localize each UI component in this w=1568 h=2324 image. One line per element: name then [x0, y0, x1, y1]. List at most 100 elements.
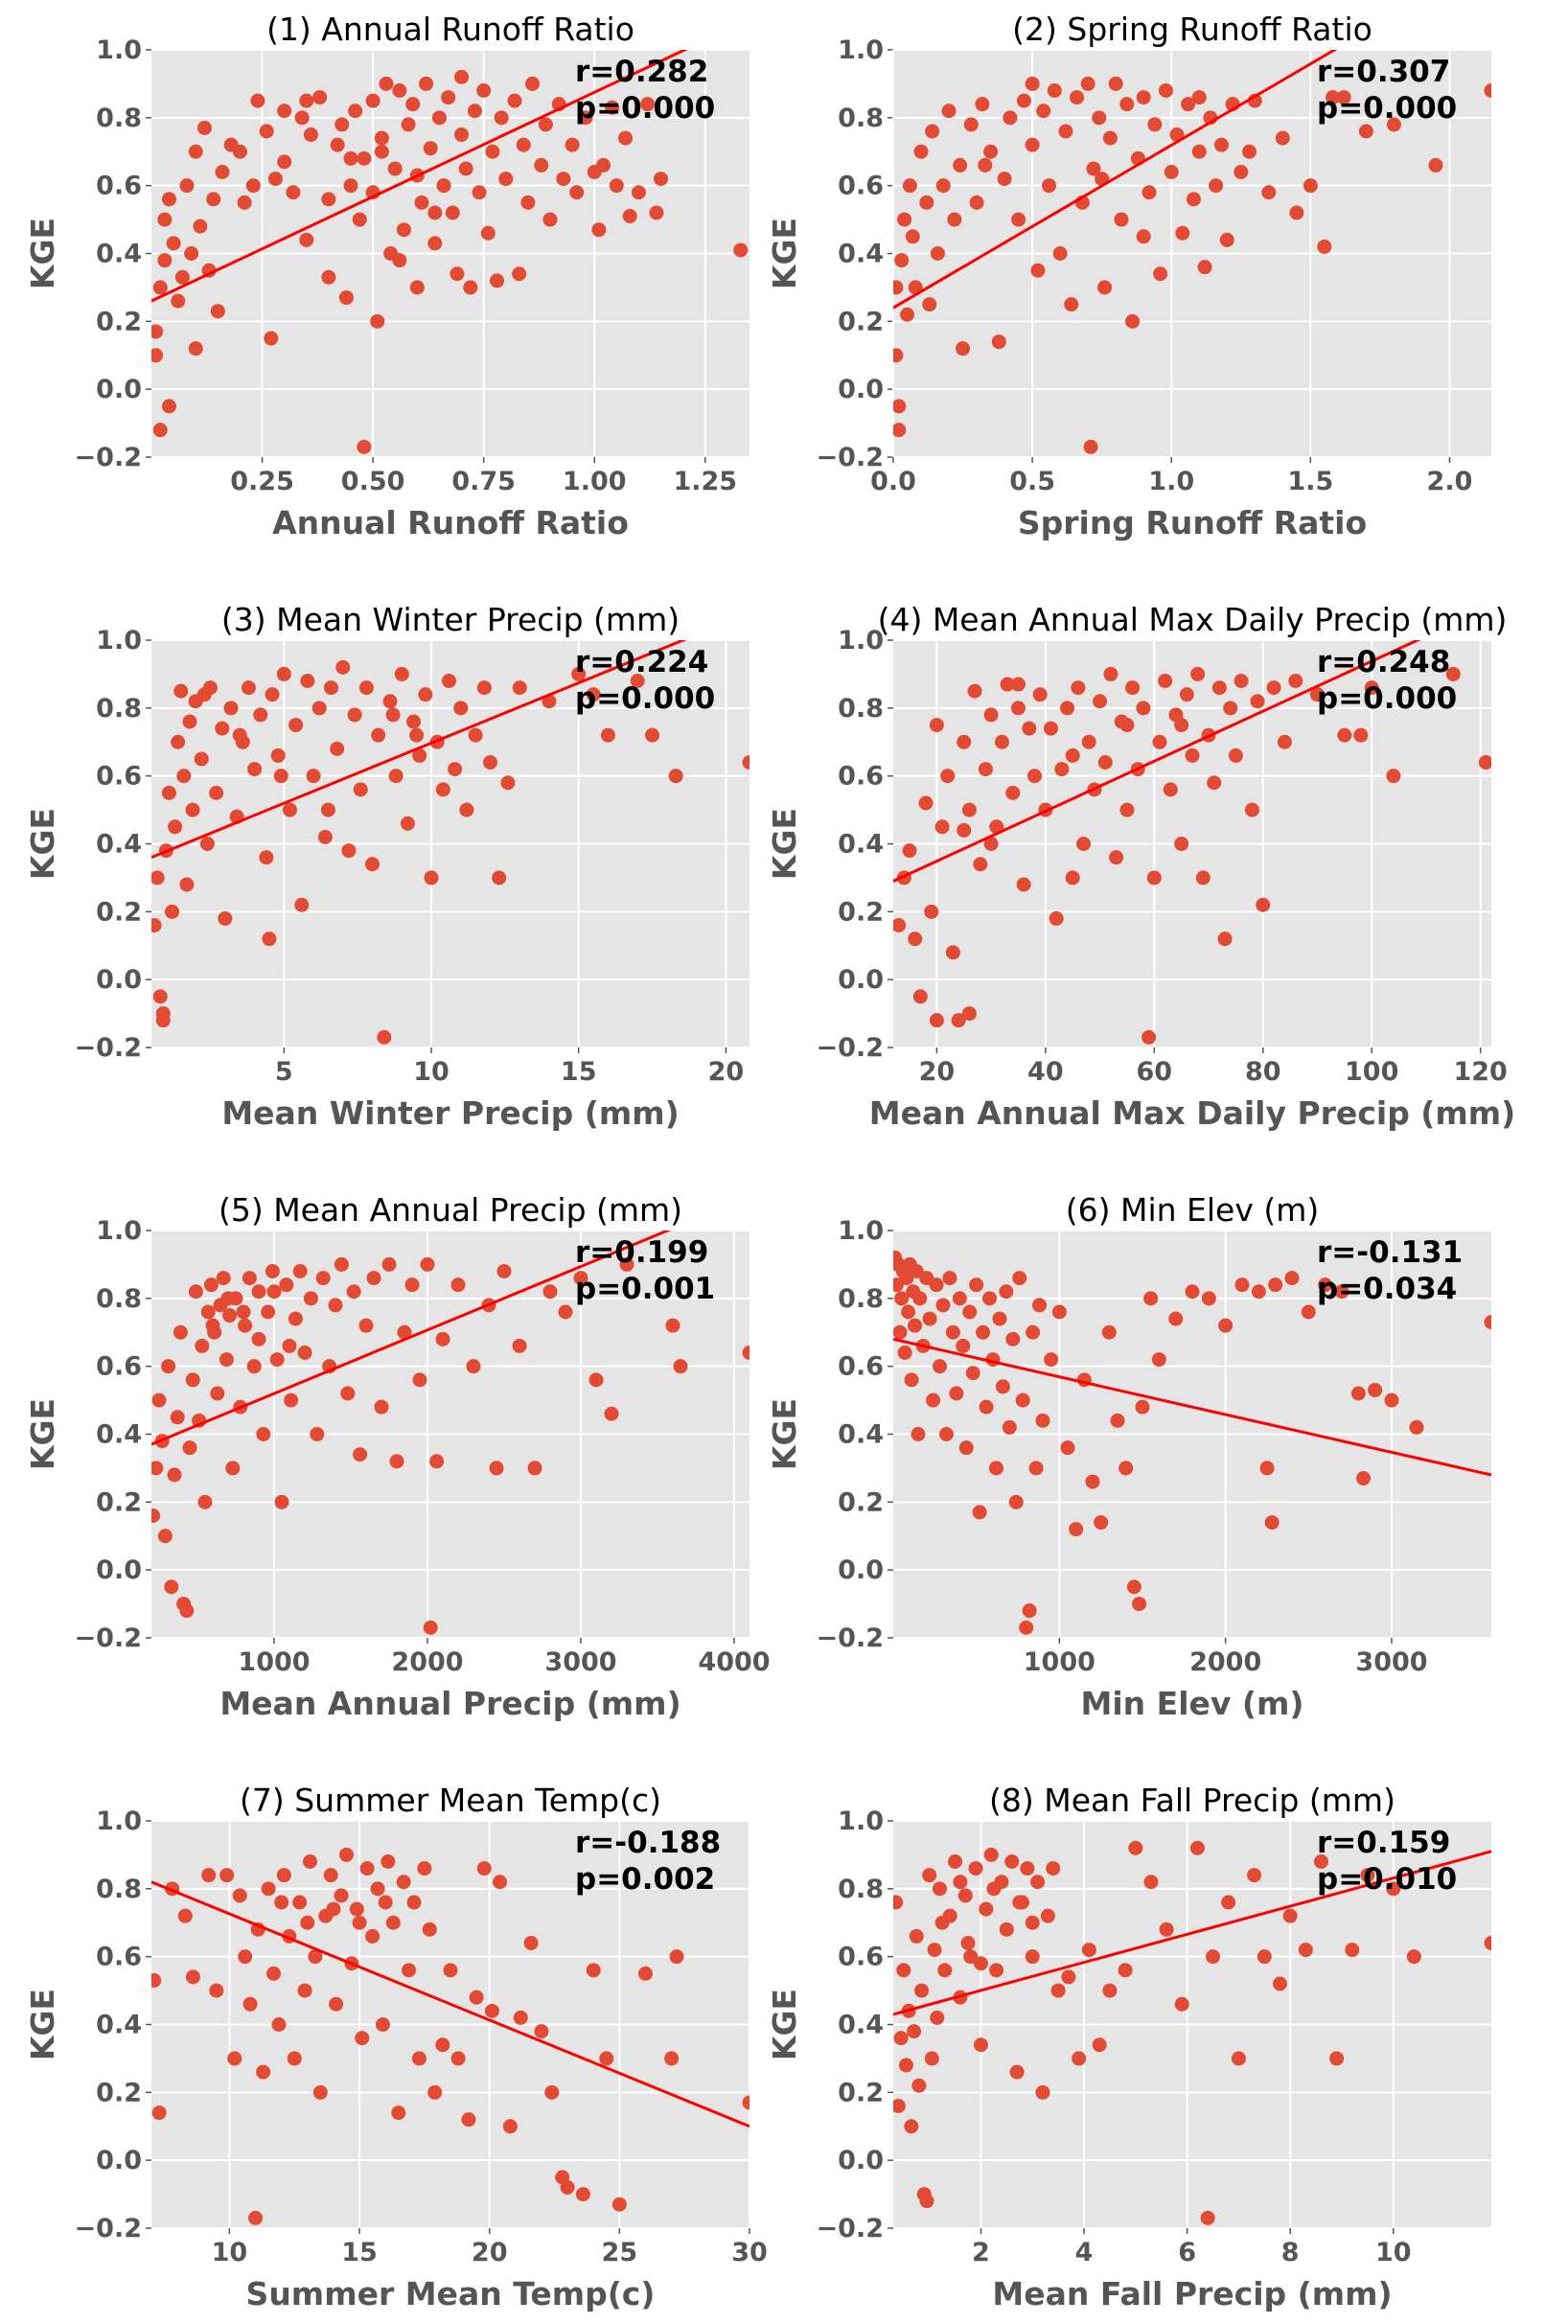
x-tick-label: 6	[1178, 2238, 1196, 2267]
subplot-2: −0.20.00.20.40.60.81.00.0 0.5 1.0 1.5 2.0r=0…	[766, 11, 1491, 541]
scatter-point	[1200, 2210, 1215, 2225]
scatter-point	[941, 104, 957, 119]
y-tick-label: 0.4	[838, 2011, 884, 2040]
scatter-point	[238, 1949, 253, 1965]
scatter-point	[1065, 870, 1080, 886]
scatter-point	[343, 178, 358, 194]
y-tick-label: −0.2	[75, 1623, 142, 1653]
scatter-point	[960, 1936, 976, 1950]
stat-r-label: r=0.224	[575, 645, 708, 679]
scatter-point	[1108, 76, 1123, 91]
scatter-point	[418, 687, 433, 702]
fit-line-group	[893, 50, 1338, 310]
fit-line-group	[151, 1880, 749, 2128]
scatter-point	[423, 141, 438, 156]
scatter-point	[913, 144, 929, 159]
scatter-point	[1050, 1983, 1066, 1998]
y-tick-label: 0.2	[96, 1487, 142, 1517]
x-tick-label: 8	[1281, 2238, 1300, 2267]
scatter-point	[573, 1271, 588, 1286]
scatter-point	[1128, 1840, 1143, 1855]
scatter-point	[961, 1006, 977, 1022]
y-tick-label: 1.0	[838, 626, 884, 656]
scatter-point	[179, 178, 195, 194]
scatter-point	[534, 157, 549, 173]
y-tick-label: −0.2	[817, 1033, 884, 1063]
x-tick-label: 2000	[1189, 1647, 1261, 1677]
x-tick-label: 2000	[391, 1647, 463, 1677]
x-axis-label: Mean Annual Precip (mm)	[219, 1685, 680, 1722]
scatter-point	[157, 253, 173, 268]
stat-p-label: p=0.002	[575, 1862, 715, 1897]
scatter-point	[933, 1359, 948, 1374]
scatter-point	[619, 1256, 634, 1272]
scatter-point	[1093, 694, 1108, 709]
scatter-point	[893, 280, 904, 295]
scatter-point	[604, 1406, 619, 1421]
scatter-point	[326, 1901, 341, 1917]
scatter-point	[196, 120, 212, 135]
scatter-point	[409, 727, 425, 743]
scatter-point	[1275, 130, 1290, 146]
scatter-point	[286, 185, 301, 200]
scatter-point	[1284, 1271, 1300, 1286]
scatter-point	[485, 144, 500, 159]
scatter-point	[450, 2051, 466, 2066]
scatter-point	[1046, 1861, 1061, 1876]
y-tick-label: 1.0	[96, 626, 142, 656]
scatter-point	[1042, 178, 1057, 194]
scatter-point	[595, 157, 611, 173]
scatter-point	[733, 242, 749, 258]
y-tick-label: 0.2	[96, 897, 142, 927]
scatter-point	[975, 97, 990, 112]
y-tick-label: 1.0	[838, 35, 884, 65]
scatter-point	[1360, 1868, 1375, 1883]
scatter-point	[1174, 837, 1189, 851]
y-tick-label: 1.0	[838, 1806, 884, 1836]
scatter-point	[203, 1277, 219, 1293]
scatter-point	[1219, 232, 1234, 247]
scatter-point	[1136, 701, 1151, 716]
stat-p-label: p=0.001	[575, 1272, 715, 1306]
scatter-point	[1250, 694, 1265, 709]
scatter-point	[261, 1881, 276, 1897]
scatter-point	[215, 721, 230, 736]
scatter-point	[1152, 734, 1167, 749]
y-tick-label: 0.2	[838, 897, 884, 927]
scatter-point	[242, 1271, 257, 1286]
scatter-point	[918, 795, 934, 811]
scatter-point	[259, 124, 274, 139]
stat-p-label: p=0.000	[575, 91, 715, 126]
scatter-point	[397, 1324, 412, 1340]
scatter-point	[151, 348, 164, 363]
subplot-title: (1) Annual Runoff Ratio	[266, 11, 634, 48]
scatter-point	[267, 172, 283, 187]
scatter-point	[1012, 1271, 1027, 1286]
scatter-point	[151, 1461, 164, 1476]
scatter-point	[466, 1359, 481, 1374]
scatter-point	[392, 83, 407, 98]
scatter-points	[151, 659, 749, 1045]
scatter-point	[929, 718, 944, 733]
scatter-point	[1000, 677, 1015, 692]
scatter-point	[427, 2084, 443, 2100]
scatter-point	[282, 1338, 297, 1353]
scatter-point	[343, 150, 358, 166]
scatter-point	[256, 2064, 271, 2080]
scatter-point	[164, 1579, 179, 1595]
x-tick-label: 4000	[698, 1647, 770, 1677]
y-tick-label: 0.6	[838, 762, 884, 792]
scatter-point	[538, 117, 553, 132]
scatter-point	[277, 154, 292, 170]
scatter-point	[266, 1284, 282, 1300]
scatter-point	[534, 2024, 549, 2039]
scatter-point	[932, 1881, 947, 1897]
scatter-point	[912, 989, 928, 1004]
scatter-point	[668, 769, 683, 784]
scatter-point	[359, 1861, 375, 1876]
scatter-point	[1080, 76, 1095, 91]
scatter-point	[1164, 165, 1179, 179]
scatter-point	[388, 769, 404, 784]
scatter-point	[400, 816, 415, 831]
scatter-point	[1244, 802, 1259, 817]
